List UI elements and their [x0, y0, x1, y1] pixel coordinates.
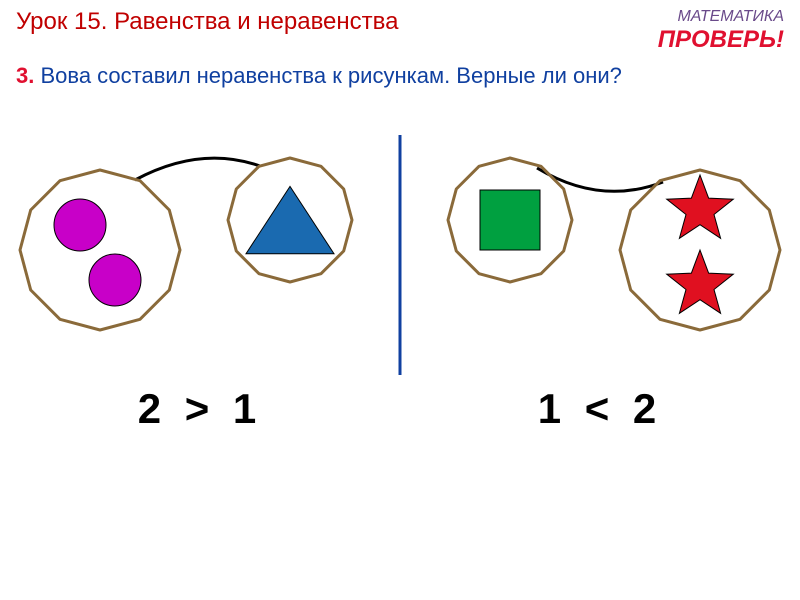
diagram [0, 120, 800, 380]
question-body: Вова составил неравенства к рисункам. Ве… [40, 63, 621, 88]
header-right: МАТЕМАТИКА ПРОВЕРЬ! [658, 8, 784, 54]
diagram-svg [0, 120, 800, 380]
inequality-left: 2 > 1 [0, 385, 400, 445]
lesson-title: Урок 15. Равенства и неравенства [16, 8, 398, 36]
inequality-right: 1 < 2 [400, 385, 800, 445]
question-number: 3. [16, 63, 34, 88]
header: Урок 15. Равенства и неравенства МАТЕМАТ… [16, 8, 784, 54]
inequalities-row: 2 > 1 1 < 2 [0, 385, 800, 445]
subject-label: МАТЕМАТИКА [658, 8, 784, 26]
check-label: ПРОВЕРЬ! [658, 26, 784, 54]
question-text: 3. Вова составил неравенства к рисункам.… [16, 62, 784, 90]
